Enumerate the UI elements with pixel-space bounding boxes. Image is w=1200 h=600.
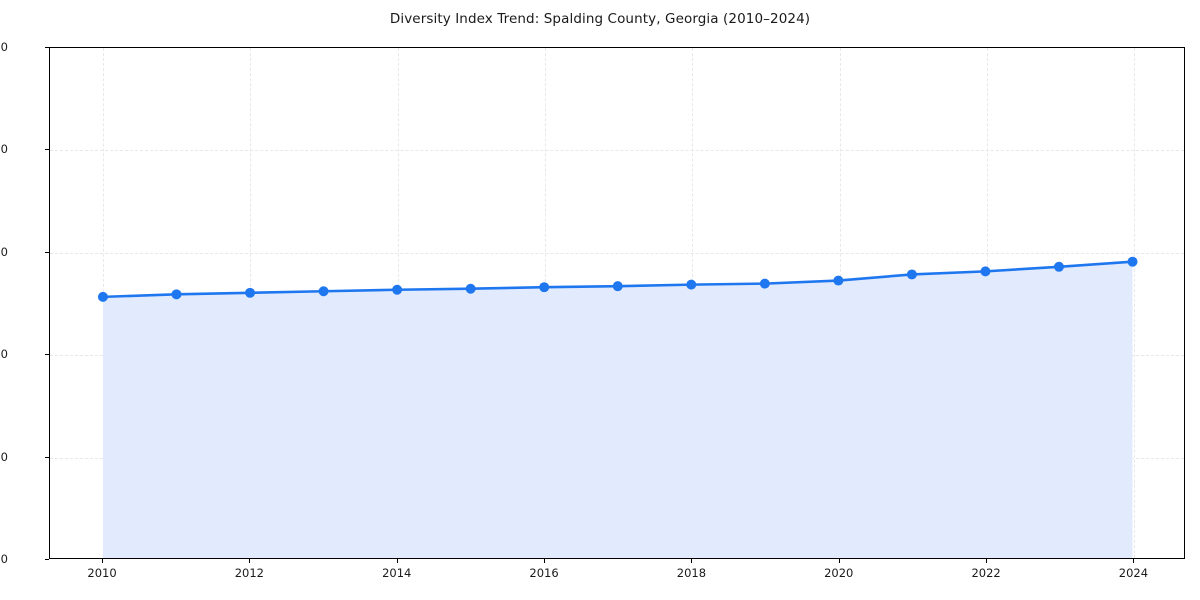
page-title: Diversity Index Trend: Spalding County, … [389,11,811,27]
y-tick-label: 40 [0,347,8,362]
x-tick-mark [249,559,251,563]
gridline-horizontal [50,252,1184,254]
x-tick-label: 2014 [382,566,412,580]
data-point [539,282,550,293]
line-series [97,256,1138,558]
plot-inner [50,48,1184,558]
data-point [1053,261,1064,272]
data-point [465,283,476,294]
x-tick-mark [102,559,104,563]
data-point [318,286,329,297]
y-tick-label: 60 [0,244,8,259]
x-tick-mark [838,559,840,563]
gridline-horizontal [50,150,1184,152]
data-point [1127,256,1138,267]
data-point [612,281,623,292]
data-point [245,287,256,298]
x-tick-label: 2016 [529,566,559,580]
x-tick-label: 2010 [87,566,117,580]
x-tick-mark [544,559,546,563]
area-fill [102,261,1133,558]
y-tick-mark [45,559,49,560]
x-tick-label: 2022 [971,566,1001,580]
x-tick-mark [986,559,988,563]
x-tick-mark [691,559,693,563]
y-tick-label: 100 [0,40,8,54]
y-tick-label: 80 [0,142,8,157]
data-point [392,284,403,295]
data-point [906,269,917,280]
data-point [686,279,697,290]
y-tick-mark [45,456,49,458]
x-tick-label: 2012 [234,566,265,580]
y-tick-mark [45,354,49,356]
data-point [759,278,770,289]
data-point [97,291,108,302]
x-tick-label: 2024 [1118,566,1149,580]
plot-area [49,47,1185,559]
data-point [980,266,991,277]
y-tick-mark [45,47,49,48]
x-tick-label: 2020 [824,566,854,580]
y-tick-mark [45,149,49,151]
x-tick-mark [396,559,398,563]
gridline-vertical [1134,48,1136,558]
y-tick-label: 0 [0,552,8,566]
x-tick-mark [1133,559,1135,563]
y-tick-label: 20 [0,449,8,464]
x-tick-label: 2018 [676,566,707,580]
data-point [833,275,844,286]
data-point [171,289,182,300]
y-tick-mark [45,251,49,253]
data-point-markers [97,256,1138,302]
